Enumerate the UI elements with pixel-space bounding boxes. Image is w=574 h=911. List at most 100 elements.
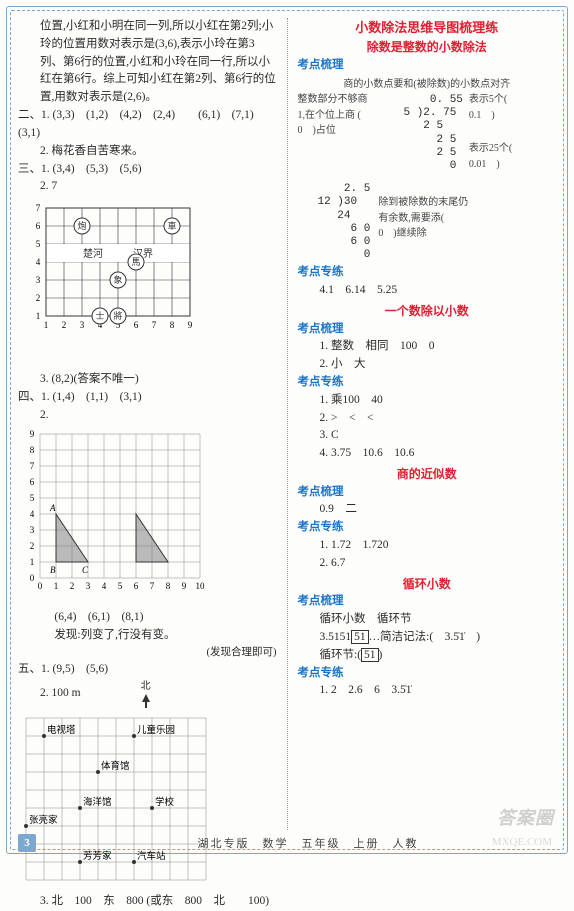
svg-text:2: 2	[62, 320, 67, 330]
column-divider	[287, 18, 288, 830]
page-footer: 3 湖北专版 数学 五年级 上册 人教	[0, 834, 574, 852]
p4-2a: 3.5151	[320, 631, 352, 643]
svg-text:3: 3	[36, 275, 41, 285]
svg-text:2: 2	[70, 581, 75, 591]
svg-text:0: 0	[30, 573, 35, 583]
sec-5-3: 3. 北 100 东 800 (或东 800 北 100)	[18, 893, 277, 911]
svg-text:A: A	[49, 503, 56, 513]
section-subtitle: 除数是整数的小数除法	[298, 38, 557, 57]
svg-text:將: 將	[113, 310, 122, 321]
svg-text:体育馆: 体育馆	[101, 760, 130, 772]
annotation-5: 除到被除数的末尾仍有余数,需要添( 0 )继续除	[378, 195, 468, 242]
sec-2-2: 2. 梅花香自苦寒来。	[18, 143, 277, 161]
sec-3-2: 2. 7	[18, 178, 277, 196]
opening-paragraph: 位置,小红和小明在同一列,所以小红在第2列;小玲的位置用数对表示是(3,6),表…	[18, 18, 277, 107]
svg-text:9: 9	[188, 320, 193, 330]
a2-4: 4. 3.75 10.6 10.6	[298, 445, 557, 463]
a2-1: 1. 乘100 40	[298, 392, 557, 410]
svg-text:1: 1	[36, 311, 41, 321]
a2-2: 2. > < <	[298, 410, 557, 428]
p3: 0.9 二	[298, 501, 557, 519]
svg-text:张亮家: 张亮家	[29, 814, 58, 826]
svg-text:車: 車	[167, 220, 176, 231]
svg-text:6: 6	[30, 477, 35, 487]
annotation-4: 表示25个( 0.01 )	[469, 141, 529, 172]
right-column: 小数除法思维导图梳理练 除数是整数的小数除法 考点梳理 商的小数点要和(被除数)…	[298, 18, 557, 830]
svg-text:5: 5	[36, 239, 41, 249]
sec-4-note: (发现合理即可)	[18, 645, 277, 661]
svg-text:7: 7	[150, 581, 155, 591]
p4-2b-box: 51	[351, 630, 369, 644]
svg-text:士: 士	[95, 310, 104, 321]
kaodian-zhuanlian-3: 考点专练	[298, 519, 557, 537]
section-title: 小数除法思维导图梳理练	[298, 18, 557, 38]
sec-4-2: 2.	[18, 407, 277, 425]
svg-text:B: B	[50, 565, 56, 575]
sec-4-2b: (6,4) (6,1) (8,1)	[18, 609, 277, 627]
triangle-grid-figure: 0123456789100123456789ABC	[18, 428, 277, 605]
svg-text:0: 0	[38, 581, 43, 591]
svg-text:4: 4	[102, 581, 107, 591]
svg-text:8: 8	[30, 445, 35, 455]
svg-text:芳芳家: 芳芳家	[83, 850, 112, 862]
svg-text:2: 2	[36, 293, 41, 303]
svg-text:4: 4	[30, 509, 35, 519]
svg-text:2: 2	[30, 541, 35, 551]
svg-text:海洋馆: 海洋馆	[83, 796, 112, 808]
svg-text:炮: 炮	[77, 220, 86, 231]
kaodian-zhuanlian-4: 考点专练	[298, 665, 557, 683]
page-number: 3	[18, 834, 36, 852]
svg-text:3: 3	[86, 581, 91, 591]
kaodian-shuli-4: 考点梳理	[298, 593, 557, 611]
p4-3: 循环节:(51)	[298, 647, 557, 665]
svg-text:9: 9	[182, 581, 187, 591]
a3-1: 1. 1.72 1.720	[298, 537, 557, 555]
svg-text:3: 3	[80, 320, 85, 330]
sec-4-1: 四、1. (1,4) (1,1) (3,1)	[18, 389, 277, 407]
sec-3-1: 三、1. (3,4) (5,3) (5,6)	[18, 161, 277, 179]
north-label: 北	[141, 679, 151, 695]
north-arrow-icon	[141, 694, 151, 708]
a2-3: 3. C	[298, 427, 557, 445]
long-division-2: 2. 5 12 )30 24 6 0 6 0 0	[318, 183, 371, 262]
svg-text:7: 7	[152, 320, 157, 330]
svg-text:7: 7	[36, 203, 41, 213]
svg-text:7: 7	[30, 461, 35, 471]
sec-2-1: 二、1. (3,3) (1,2) (4,2) (2,4) (6,1) (7,1)…	[18, 107, 277, 143]
map-grid-figure: 电视塔儿童乐园体育馆海洋馆学校张亮家芳芳家汽车站	[18, 712, 277, 889]
svg-text:8: 8	[170, 320, 175, 330]
p2-1: 1. 整数 相同 100 0	[298, 338, 557, 356]
svg-text:8: 8	[166, 581, 171, 591]
svg-text:10: 10	[196, 581, 206, 591]
svg-text:1: 1	[54, 581, 59, 591]
svg-text:5: 5	[118, 581, 123, 591]
footer-text: 湖北专版 数学 五年级 上册 人教	[60, 835, 556, 851]
svg-text:3: 3	[30, 525, 35, 535]
a3-2: 2. 6.7	[298, 555, 557, 573]
p4-3a: 循环节:(	[320, 649, 362, 661]
left-column: 位置,小红和小明在同一列,所以小红在第2列;小玲的位置用数对表示是(3,6),表…	[18, 18, 277, 830]
sec-4-find: 发现:列变了,行没有变。	[18, 627, 277, 645]
sec-3-3: 3. (8,2)(答案不唯一)	[18, 371, 277, 389]
sec-5-1: 五、1. (9,5) (5,6)	[18, 661, 277, 679]
svg-text:学校: 学校	[155, 796, 175, 808]
p4-2c: …简洁记法:( 3.5̇1̇ )	[369, 631, 480, 643]
p2-2: 2. 小 大	[298, 356, 557, 374]
sec-5-2: 2. 100 m	[40, 685, 81, 703]
kaodian-shuli-2: 考点梳理	[298, 321, 557, 339]
p4-3c: )	[379, 649, 383, 661]
svg-text:6: 6	[134, 320, 139, 330]
svg-text:C: C	[82, 565, 89, 575]
p4-2: 3.515151…简洁记法:( 3.5̇1̇ )	[298, 629, 557, 647]
svg-text:馬: 馬	[131, 257, 140, 267]
svg-text:1: 1	[30, 557, 35, 567]
svg-text:象: 象	[113, 274, 122, 285]
svg-text:9: 9	[30, 429, 35, 439]
svg-text:电视塔: 电视塔	[47, 724, 76, 736]
kaodian-shuli-1: 考点梳理	[298, 57, 557, 75]
p4-1: 循环小数 循环节	[298, 611, 557, 629]
kaodian-zhuanlian-2: 考点专练	[298, 374, 557, 392]
kaodian-zhuanlian-1: 考点专练	[298, 264, 557, 282]
answer-1: 4.1 6.14 5.25	[298, 282, 557, 300]
annotation-2: 整数部分不够商 1,在个位上商 ( 0 )占位	[298, 92, 368, 139]
